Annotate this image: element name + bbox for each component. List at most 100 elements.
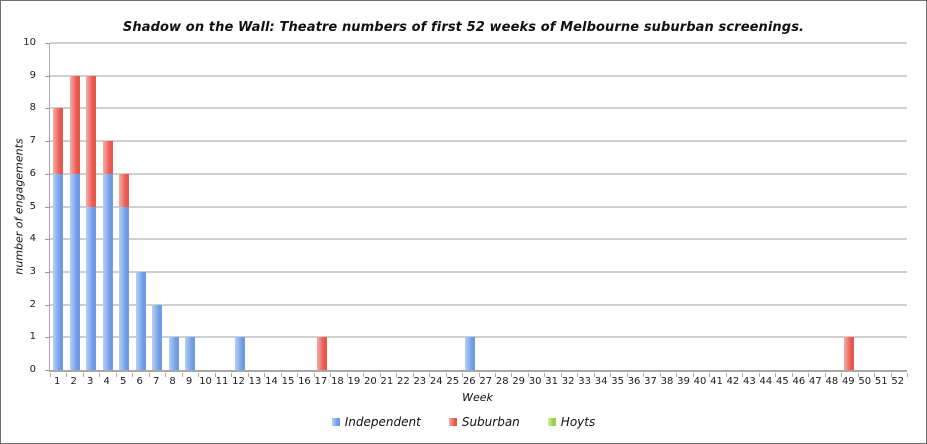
x-axis-tick-label: 1 (54, 376, 61, 387)
x-axis-tick (841, 373, 843, 377)
x-axis-tick (890, 373, 892, 377)
x-axis-tick (808, 373, 810, 377)
bar-segment-independent (152, 304, 163, 370)
x-axis-tick (494, 373, 496, 377)
bar-segment-independent (185, 337, 196, 370)
x-axis-tick-label: 47 (808, 376, 822, 387)
x-axis-tick (280, 373, 282, 377)
x-axis-tick-label: 15 (281, 376, 295, 387)
x-axis-tick-label: 5 (119, 376, 127, 387)
x-axis-tick (857, 373, 859, 377)
x-axis-labels: 1 2 3 4 5 6 7 8 9 10 11 12 13 14 15 16 17 18 19 20 21 22 23 24 2… (49, 376, 906, 389)
x-axis-tick-label: 44 (759, 376, 773, 387)
x-axis-tick-label: 19 (347, 376, 361, 387)
y-axis-tick-label: 9 (29, 69, 36, 81)
bar-segment-independent (168, 337, 179, 370)
x-axis-tick-label: 25 (446, 376, 460, 387)
x-axis-tick (82, 373, 84, 377)
x-axis-tick (346, 373, 348, 377)
legend-item-independent: Independent (331, 415, 421, 429)
y-axis-labels: 0 1 2 3 4 5 6 7 8 9 10 (1, 37, 43, 375)
gridline (50, 74, 907, 77)
bar-segment-independent (234, 337, 245, 370)
x-axis-tick-label: 35 (611, 376, 624, 387)
y-axis-tick (45, 43, 50, 44)
x-axis-tick-label: 20 (364, 376, 377, 387)
x-axis-tick (165, 373, 167, 377)
bar-segment-independent (86, 206, 97, 370)
bar-segment-independent (135, 271, 146, 370)
y-axis-tick-label: 3 (29, 265, 36, 277)
x-axis-tick (50, 373, 51, 377)
x-axis-tick (148, 373, 150, 377)
x-axis-tick-label: 45 (776, 376, 789, 387)
x-axis-tick-label: 42 (726, 376, 740, 387)
y-axis-tick (45, 141, 50, 143)
x-axis-tick (412, 373, 414, 377)
x-axis-tick (593, 373, 595, 377)
x-axis-tick-label: 52 (891, 376, 905, 387)
x-axis-tick-label: 30 (528, 376, 542, 387)
x-axis-tick-label: 37 (644, 376, 657, 387)
x-axis-tick-label: 16 (298, 376, 311, 387)
x-axis-tick (264, 373, 266, 377)
y-axis-tick (45, 370, 50, 371)
x-axis-tick-label: 38 (660, 376, 674, 387)
x-axis-tick (560, 373, 562, 377)
x-axis-tick (363, 373, 365, 377)
x-axis-tick-label: 6 (136, 376, 143, 387)
x-axis-tick (610, 373, 612, 377)
x-axis-tick-label: 17 (314, 376, 328, 387)
x-axis-tick (758, 373, 760, 377)
x-axis-tick-label: 40 (693, 376, 707, 387)
x-axis-tick (297, 373, 299, 377)
x-axis-tick (462, 373, 464, 377)
x-axis-tick-label: 29 (512, 376, 526, 387)
x-axis-tick-label: 12 (232, 376, 245, 387)
y-axis-tick-label: 4 (29, 233, 36, 245)
x-axis-tick (379, 373, 381, 377)
x-axis-tick (511, 373, 513, 377)
gridline (50, 205, 907, 208)
x-axis-tick (775, 373, 777, 377)
y-axis-tick (45, 108, 50, 110)
gridline (50, 140, 907, 143)
y-axis-tick-label: 7 (29, 135, 36, 147)
x-axis-tick-label: 48 (825, 376, 839, 387)
x-axis-tick (115, 373, 117, 377)
chart-title: Shadow on the Wall: Theatre numbers of f… (122, 20, 805, 35)
y-axis-tick-label: 1 (29, 331, 36, 343)
x-axis-tick-label: 7 (152, 376, 160, 387)
x-axis-tick-label: 26 (462, 376, 476, 387)
x-axis-tick (330, 373, 332, 377)
x-axis-tick-label: 33 (578, 376, 591, 387)
x-axis-tick-label: 41 (710, 376, 723, 387)
x-axis-tick (725, 373, 727, 377)
x-axis-tick-label: 46 (792, 376, 806, 387)
x-axis-tick (445, 373, 447, 377)
y-axis-tick-label: 6 (29, 167, 36, 179)
bar-segment-suburban (53, 108, 64, 174)
x-axis-tick (181, 373, 183, 377)
y-axis-tick (45, 337, 50, 339)
x-axis-tick (429, 373, 431, 377)
x-axis-tick (709, 373, 711, 377)
y-axis-tick (45, 239, 50, 241)
x-axis-tick-label: 36 (627, 376, 641, 387)
plot-area (45, 42, 908, 377)
x-axis-tick (659, 373, 661, 377)
x-axis-tick (874, 373, 876, 377)
legend-label: Independent (344, 415, 421, 429)
gridline (50, 336, 907, 339)
x-axis-tick (527, 373, 529, 377)
x-axis-tick-label: 51 (874, 376, 888, 387)
y-axis-tick (45, 271, 50, 273)
x-axis-tick-label: 50 (858, 376, 872, 387)
x-axis-tick (247, 373, 249, 377)
legend-swatch (448, 418, 457, 426)
x-axis-tick (824, 373, 826, 377)
y-axis-tick (45, 304, 50, 306)
legend-item-suburban: Suburban (448, 415, 520, 429)
gridline (50, 172, 907, 175)
x-axis-tick-label: 31 (545, 376, 559, 387)
